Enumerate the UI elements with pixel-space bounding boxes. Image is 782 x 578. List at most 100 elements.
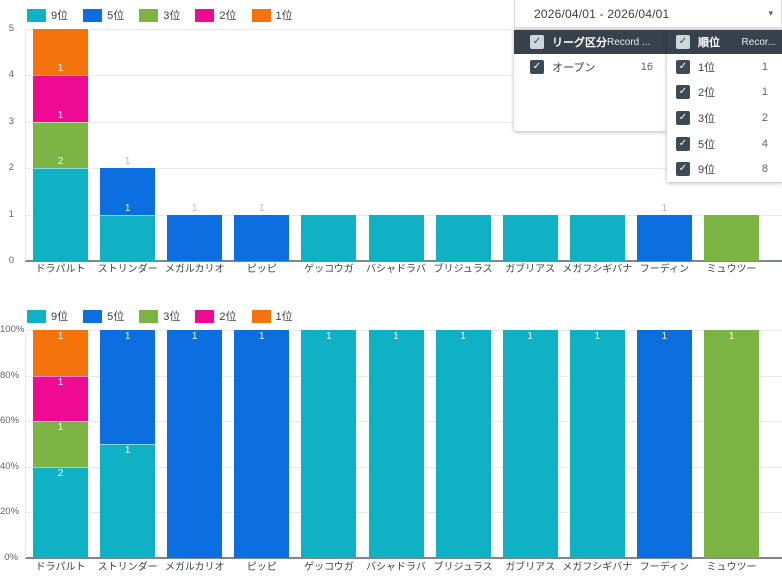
x-axis-label: ピッピ (246, 264, 277, 275)
bar-segment[interactable] (33, 375, 88, 422)
bar-segment[interactable] (100, 168, 156, 215)
filter-panel-header: ✓ 順位 Recor... (667, 30, 782, 54)
filter-option-row[interactable]: ✓ 5位 4 (667, 131, 782, 157)
legend-label: 9位 (51, 311, 69, 323)
legend-swatch-icon (195, 8, 215, 22)
bar-segment[interactable] (100, 330, 156, 444)
option-checkbox[interactable]: ✓ (676, 110, 690, 125)
bar-value-label: 1 (124, 202, 131, 214)
filter-panel-rank: ✓ 順位 Recor... ✓ 1位 1 ✓ 2位 1 ✓ 3位 2 ✓ 5位 4 ✓ 9位 8 (667, 30, 782, 182)
legend-item[interactable]: 3位 (139, 308, 180, 324)
x-axis-label: ガブリアス (505, 264, 556, 275)
option-label: 3位 (698, 112, 716, 125)
legend-label: 2位 (219, 311, 237, 323)
legend-item[interactable]: 9位 (27, 7, 68, 23)
option-record-count: 1 (761, 60, 768, 73)
x-axis-label: メガルカリオ (164, 562, 225, 573)
y-axis-label: 4 (8, 69, 14, 81)
legend-item[interactable]: 1位 (251, 308, 293, 324)
legend-item[interactable]: 9位 (27, 308, 68, 324)
option-checkbox[interactable]: ✓ (530, 60, 544, 74)
option-checkbox[interactable]: ✓ (676, 85, 690, 100)
option-checkbox[interactable]: ✓ (676, 136, 690, 151)
bar-segment[interactable] (502, 214, 558, 261)
option-label: 5位 (698, 138, 716, 151)
bar-segment[interactable] (569, 330, 625, 558)
bar-value-label: 1 (191, 202, 198, 214)
bar-segment[interactable] (502, 330, 558, 558)
bar-segment[interactable] (301, 330, 357, 558)
filter-option-row[interactable]: ✓ 9位 8 (667, 156, 782, 182)
legend-item[interactable]: 5位 (83, 7, 124, 23)
x-axis-label: ゲッコウガ (304, 562, 354, 573)
option-record-count: 16 (640, 61, 653, 73)
chart-legend: 9位 5位 3位 2位 1位 (27, 7, 308, 23)
bar-segment[interactable] (435, 330, 491, 558)
legend-label: 2位 (219, 10, 237, 22)
option-checkbox[interactable]: ✓ (676, 162, 690, 177)
bar-segment[interactable] (368, 330, 424, 558)
legend-label: 5位 (107, 10, 125, 22)
legend-item[interactable]: 2位 (195, 308, 237, 324)
bar-segment[interactable] (33, 29, 88, 76)
bar-value-label: 2 (57, 467, 64, 479)
bar-segment[interactable] (704, 330, 759, 558)
bar-segment[interactable] (234, 330, 290, 558)
bar-segment[interactable] (167, 214, 223, 261)
bar-segment[interactable] (569, 214, 625, 261)
legend-label: 1位 (275, 10, 293, 22)
bar-segment[interactable] (167, 330, 223, 558)
option-label: オープン (552, 62, 596, 74)
bar-segment[interactable] (33, 121, 88, 169)
legend-item[interactable]: 3位 (139, 7, 180, 23)
bar-segment[interactable] (100, 444, 156, 558)
legend-label: 5位 (107, 311, 125, 323)
bar-segment[interactable] (100, 214, 156, 261)
legend-item[interactable]: 5位 (83, 308, 124, 324)
filter-option-row[interactable]: ✓ オープン 16 (514, 54, 667, 80)
bar-segment[interactable] (368, 214, 424, 261)
bar-segment[interactable] (301, 214, 357, 261)
bar-value-label: 1 (124, 156, 131, 168)
select-all-checkbox[interactable]: ✓ (530, 35, 544, 49)
legend-item[interactable]: 1位 (251, 7, 293, 23)
bar-segment[interactable] (33, 168, 88, 261)
records-column-header: Record ... (607, 36, 651, 48)
x-axis-line (25, 260, 782, 262)
bar-segment[interactable] (636, 214, 692, 261)
dropdown-caret-icon: ▾ (768, 8, 773, 18)
bar-segment[interactable] (704, 214, 759, 261)
filter-option-row[interactable]: ✓ 2位 1 (667, 80, 782, 106)
option-label: 1位 (698, 61, 716, 74)
date-range-filter[interactable]: 2026/04/01 - 2026/04/01 ▾ (514, 0, 782, 28)
bar-value-label: 1 (259, 331, 265, 342)
bar-value-label: 1 (259, 202, 265, 214)
x-axis-line (25, 557, 782, 559)
legend-swatch-icon (83, 309, 103, 323)
bar-segment[interactable] (234, 214, 290, 261)
bar-segment[interactable] (33, 466, 88, 558)
y-axis-label: 5 (8, 23, 14, 34)
legend-swatch-icon (251, 8, 271, 22)
x-axis-label: ストリンダー (97, 264, 158, 275)
filter-option-row[interactable]: ✓ 1位 1 (667, 54, 782, 80)
legend-item[interactable]: 2位 (195, 7, 237, 23)
filter-option-row[interactable]: ✓ 3位 2 (667, 105, 782, 131)
bar-segment[interactable] (435, 214, 491, 261)
bar-segment[interactable] (636, 330, 692, 558)
legend-swatch-icon (27, 309, 46, 323)
bar-segment[interactable] (33, 330, 88, 376)
y-axis-label: 40% (0, 460, 20, 472)
bar-value-label: 1 (57, 376, 64, 388)
bar-value-label: 1 (594, 331, 601, 342)
bar-value-label: 1 (661, 331, 668, 342)
filter-panel-title: リーグ区分 (552, 37, 607, 49)
bar-segment[interactable] (33, 421, 88, 467)
option-checkbox[interactable]: ✓ (676, 59, 690, 74)
bar-segment[interactable] (33, 75, 88, 122)
bar-value-label: 1 (57, 331, 64, 342)
select-all-checkbox[interactable]: ✓ (676, 35, 690, 49)
filter-panel-body: ✓ オープン 16 (514, 54, 667, 131)
x-axis-label: バシャドラバ (366, 264, 426, 275)
